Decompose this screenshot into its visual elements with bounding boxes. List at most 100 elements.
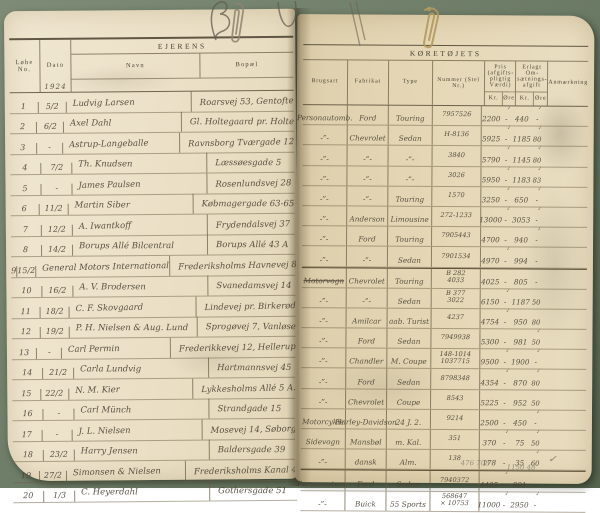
row-make-text: -”-	[362, 254, 372, 265]
row-residence: Rosenlundsvej 28	[207, 172, 294, 193]
row-price-ore: - ✓	[500, 246, 511, 267]
row-date-text: 27/2	[44, 470, 63, 480]
row-make-text: Ford	[359, 113, 377, 123]
row-tax-kr: 2950	[509, 492, 529, 511]
row-tax-kr-text: 950	[513, 317, 528, 327]
row-price-ore-text: -	[505, 115, 508, 124]
row-price-ore-text: -	[503, 318, 507, 327]
row-number: 18	[12, 449, 44, 462]
row-type-text: -”-	[405, 174, 415, 184]
row-number-plate: 4237	[431, 308, 481, 329]
row-use-text: -”-	[319, 194, 329, 204]
row-name-text: A. V. Brodersen	[79, 282, 146, 293]
owner-rows: 1 5/2 Ludvig Larsen Roarsvej 53, Gentofte 2 6…	[9, 90, 298, 504]
row-make: Chevrolet	[346, 267, 388, 288]
row-tax-kr-text: 1900	[511, 357, 530, 367]
row-type: Touring	[388, 105, 433, 126]
row-price-ore-text: -	[503, 298, 507, 307]
row-make-text: Ford	[357, 336, 376, 346]
row-type: Touring	[387, 268, 432, 288]
row-number-plate-text: 3026	[448, 170, 465, 179]
row-tax-kr: 1900	[510, 350, 530, 369]
owner-header-right: EJERENS Navn Bopæl	[71, 37, 294, 92]
row-name-text: Astrup-Langeballe	[69, 138, 149, 150]
row-price-ore: - ✓	[501, 145, 512, 166]
row-type-text: Sedan	[397, 377, 421, 387]
row-number: 2	[9, 121, 38, 134]
row-name-text: Ludvig Larsen	[72, 97, 136, 109]
row-name: Axel Dahl	[63, 111, 182, 133]
row-name: Th. Knudsen	[72, 152, 208, 174]
row-price-kr-text: 5225	[480, 398, 499, 408]
row-residence-text: Købmagergade 63-65	[202, 199, 295, 210]
row-tax-kr-text: 3053	[511, 215, 531, 225]
row-date-text: -	[55, 429, 59, 439]
row-price-ore: -	[499, 390, 510, 409]
pencil-check-icon: ✓	[536, 328, 543, 336]
row-number-text: 3	[20, 142, 26, 152]
row-price-ore-text: -	[504, 236, 507, 245]
row-make-text: -”-	[362, 194, 372, 204]
row-make: Buick	[345, 490, 387, 511]
row-use-text: -”-	[318, 457, 328, 467]
row-date: 12/2	[41, 224, 73, 236]
row-number: 20	[13, 490, 45, 503]
vehicle-row: -”- dansk Alm. 138 178-35 60 ✓	[300, 449, 586, 472]
row-use-text: -”-	[318, 397, 328, 407]
row-name: Astrup-Langeballe	[63, 132, 181, 154]
row-price-kr-text: 6150	[480, 297, 500, 307]
row-make-text: Buick	[354, 499, 376, 509]
row-price-ore: - ✓	[500, 308, 511, 328]
row-name: Carla Lundvig	[73, 357, 210, 379]
row-date-text: -	[57, 408, 60, 418]
row-price-ore: - ✓	[500, 206, 511, 226]
row-use: -”-	[300, 449, 346, 469]
row-type-text: Limousine	[390, 214, 429, 225]
row-price-kr: 2200	[482, 106, 501, 125]
row-residence: Lykkesholms Allé 5 A.	[193, 377, 296, 398]
row-price-kr: 5950	[481, 167, 500, 186]
row-tax-kr: 450	[510, 410, 530, 429]
row-tax-ore-text: 50	[531, 399, 540, 408]
row-price-kr: 4025	[481, 269, 500, 288]
row-make-text: Chevrolet	[348, 276, 385, 286]
row-number-text: 12	[20, 327, 31, 337]
row-name: P. H. Nielsen & Aug. Lund	[70, 316, 198, 338]
row-residence: Gothersgade 51	[210, 480, 297, 501]
row-type: m. Kal.	[386, 429, 431, 450]
row-number-plate: 3840	[432, 146, 482, 166]
row-number-plate-text: 138	[448, 454, 462, 463]
row-price-kr: 9500	[480, 349, 499, 368]
row-price-kr-text: 5925	[481, 134, 501, 144]
row-number: 13	[11, 347, 37, 359]
row-tax-kr: 981	[510, 329, 530, 348]
row-number: 15	[12, 388, 41, 400]
pencil-check-icon: ✓	[535, 348, 543, 356]
row-make-text: Chevrolet	[349, 133, 386, 144]
row-price-kr: 4970	[481, 248, 500, 267]
row-use-text: -”-	[319, 234, 329, 244]
row-type: Sedan	[387, 328, 432, 349]
vehicle-row: -”- -”- Touring 1570 3250- ✓ 650- ✓	[302, 186, 588, 208]
row-number-plate: 8543	[431, 389, 481, 410]
row-type: Sedan	[387, 288, 432, 308]
vehicle-row: -”- Buick 55 Sports 568647 × 10753 11000- ✓ 29…	[300, 490, 586, 513]
row-name: Borups Allé Bilcentral	[72, 234, 209, 256]
row-type-text: Touring	[395, 194, 425, 204]
row-tax-ore-text: -	[535, 216, 538, 225]
row-number-plate: 568647 × 10753	[430, 491, 480, 511]
row-number-plate-text: 7905443	[441, 231, 471, 240]
row-number-plate: 3026	[432, 166, 482, 186]
row-number: 4	[10, 162, 42, 175]
col-header-bopael: Bopæl	[235, 61, 259, 69]
row-use-text: Sidevogn	[305, 437, 340, 447]
row-price-ore-text: -	[504, 135, 508, 144]
row-date-text: 21/2	[49, 367, 68, 377]
row-tax-kr: 75	[510, 430, 530, 449]
row-make: Chevrolet	[346, 389, 388, 409]
pencil-check-icon: ✓	[537, 105, 544, 113]
row-make: Anderson	[347, 206, 389, 226]
row-type-text: 24 J. 2.	[395, 417, 422, 427]
row-number-plate: 8798348	[431, 369, 481, 389]
